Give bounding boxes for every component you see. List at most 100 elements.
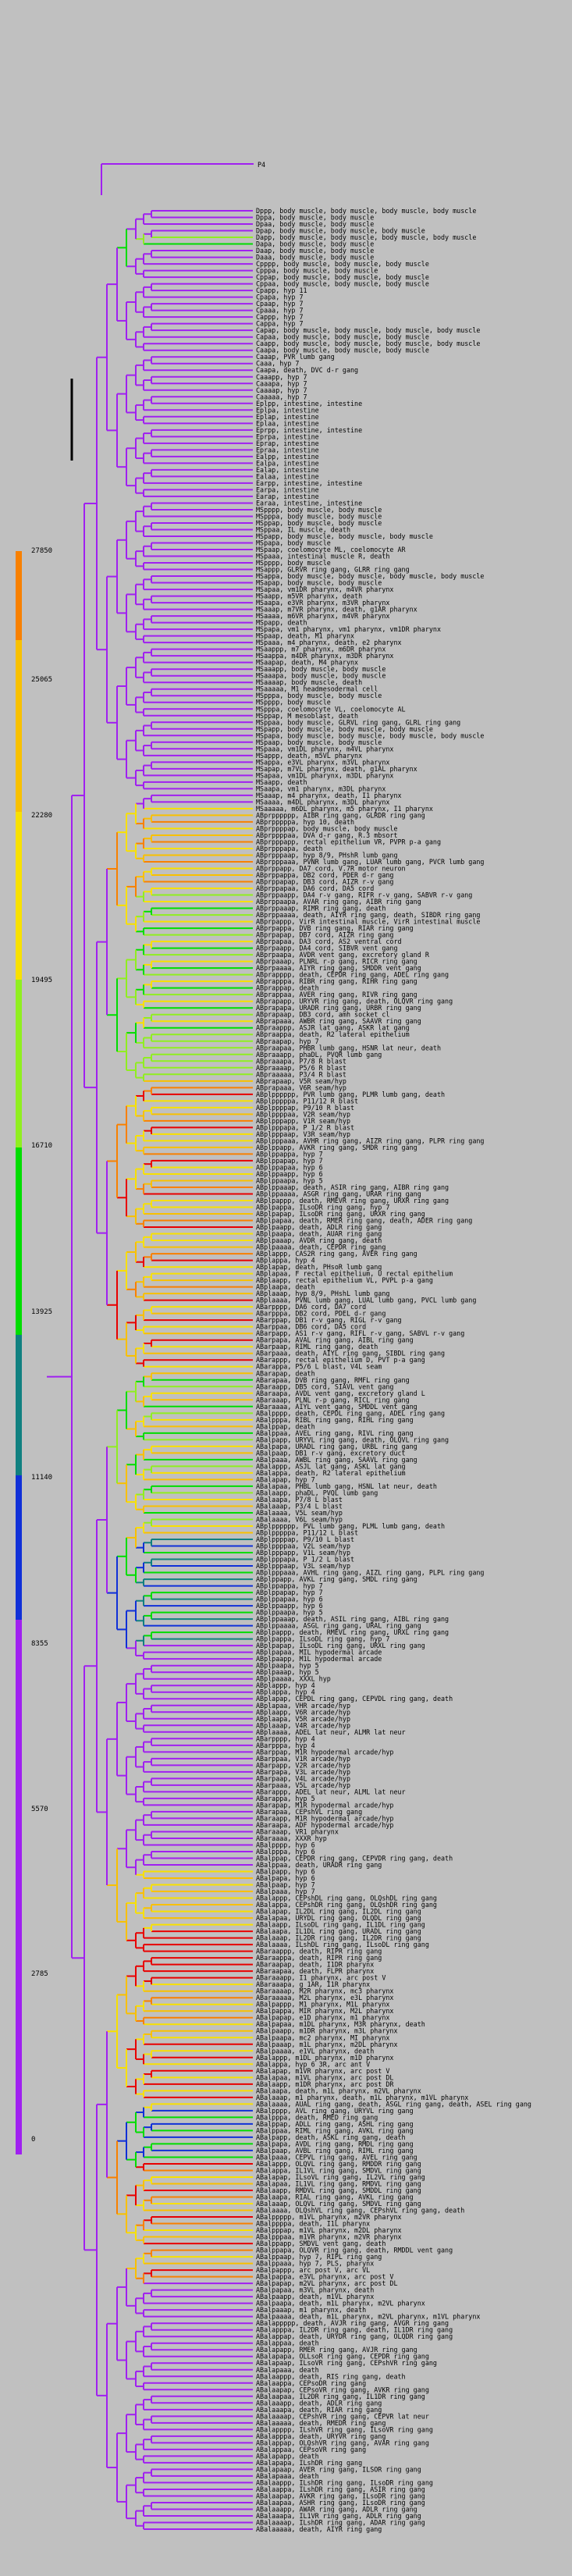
leaf-label: ABalaaap, IL2DR ring gang, IL2DR ring ga… xyxy=(256,1934,421,1942)
leaf-label: ABplappa, hyp 4 xyxy=(256,1257,315,1265)
leaf-label: ABarappa, hyp 5 xyxy=(256,1795,315,1802)
leaf-label: Cpapp, hyp 11 xyxy=(256,286,307,294)
leaf-label: ABalapaaa, death xyxy=(256,2366,319,2374)
leaf-label: ABplaapp, rectal epithelium VL, PVPL p-a… xyxy=(256,1276,433,1284)
leaf-label: ABalaapp, phaDL, PVQL lumb gang xyxy=(256,1489,378,1496)
leaf-label: ABpraappp, ASJR lat gang, ASKR lat gang xyxy=(256,1024,410,1032)
leaf-label: ABalaapaa, ASHR ring gang, ILsoDR ring g… xyxy=(256,2499,425,2507)
leaf-label: ABpraapaa, PHBR lumb gang, HSNR lat neur… xyxy=(256,1044,441,1051)
leaf-label: ABalapppp, ILshVR ring gang, ILsoVR ring… xyxy=(256,2425,433,2433)
leaf-label: ABplppapp, AVKR ring gang, SMDR ring gan… xyxy=(256,1144,417,1151)
leaf-label: MSpaap, death, M1 pharynx xyxy=(256,632,354,640)
leaf-label: ABarpaap, RIML ring gang, death xyxy=(256,1343,378,1350)
leaf-label: ABarappp, ADEL lat neur, ALML lat neur xyxy=(256,1788,406,1795)
scale-band xyxy=(16,551,22,640)
leaf-label: MSaaaap, body muscle, death xyxy=(256,678,362,686)
leaf-label: ABalapapp, death xyxy=(256,2452,319,2460)
leaf-label: ABalapaa, URYDL ring gang, OLQDL ring ga… xyxy=(256,1914,421,1922)
scale-band xyxy=(16,812,22,980)
leaf-label: ABplppapp, AVKL ring gang, SMDL ring gan… xyxy=(256,1575,417,1583)
leaf-label: ABarpppp, DA6 cord, DA7 cord xyxy=(256,1303,366,1311)
leaf-label: ABalapppa, death, URYVR ring gang xyxy=(256,2432,385,2440)
leaf-label: Cappp, hyp 7 xyxy=(256,313,304,321)
leaf-label: ABalaaaap, CEPshVR ring gang, CEPVR lat … xyxy=(256,2412,429,2420)
leaf-label: ABprapapa, URADR ring gang, URBR ring ga… xyxy=(256,1004,421,1012)
leaf-label: Dpaa, body muscle, body muscle xyxy=(256,220,374,228)
leaf-label: ABplpppaap, V3R seam/hyp xyxy=(256,1130,350,1138)
leaf-label: ABalpapaa, m3VL pharynx, death xyxy=(256,2286,374,2294)
leaf-label: ABalaappp, ILshDR ring gang, ILsoDR ring… xyxy=(256,2478,433,2486)
leaf-label: ABplppppaa, V2L seam/hyp xyxy=(256,1542,350,1550)
leaf-label: ABalpppa, RIBL ring gang, RIHL ring gang xyxy=(256,1416,414,1424)
leaf-label: ABplaapp, V6R arcade/hyp xyxy=(256,1708,350,1716)
leaf-label: ABaraaapa, g 1AR, I1R pharynx xyxy=(256,1980,370,1988)
leaf-label: Caaa, hyp 7 xyxy=(256,360,299,368)
leaf-label: ABalppaa, death, URADR ring gang xyxy=(256,1861,382,1869)
leaf-label: MSpaap, body muscle, body muscle xyxy=(256,738,382,746)
leaf-label: Caapa, death, DVC d-r gang xyxy=(256,366,358,374)
leaf-label: Daaa, body muscle, body muscle xyxy=(256,254,374,262)
leaf-label: ABalaappa, CEPsoDR ring gang xyxy=(256,2379,366,2387)
leaf-label: ABaraapa, ADF hypodermal arcade/hyp xyxy=(256,1821,393,1829)
leaf-label: Ealpa, intestine xyxy=(256,459,319,467)
leaf-label: ABprpaaaa, AIYR ring gang, SMDDR vent ga… xyxy=(256,964,421,972)
leaf-label: MSpppp, body muscle xyxy=(256,699,331,706)
leaf-label: MSpaap, coelomocyte ML, coelomocyte AR xyxy=(256,546,407,553)
leaf-label: ABalaapa, P7/8 L blast xyxy=(256,1496,343,1503)
leaf-label: Cppap, body muscle, body muscle, body mu… xyxy=(256,273,429,281)
scale-band xyxy=(16,1335,22,1475)
leaf-label: ABalppap, CEPDR ring gang, CEPVDR ring g… xyxy=(256,1854,453,1862)
leaf-label: ABalaaap, P3/4 L blast xyxy=(256,1502,343,1510)
leaf-label: ABprapaaa, V6R seam/hyp xyxy=(256,1083,346,1091)
leaf-label: ABplpppppp, PVL lumb gang, PLML lumb gan… xyxy=(256,1522,445,1530)
leaf-label: ABalapaa, PHBL lumb gang, HSNL lat neur,… xyxy=(256,1482,437,1490)
leaf-label: MSaaapp, body muscle, body muscle xyxy=(256,665,385,673)
leaf-label: ABalapaaa, death xyxy=(256,2472,319,2480)
leaf-label: ABplaapa, V5R arcade/hyp xyxy=(256,1715,350,1723)
leaf-label: ABplpaapp, death, ADLR ring gang xyxy=(256,1223,382,1231)
leaf-label: MSpapa, vm1 pharynx, vm1 pharynx, vm1DR … xyxy=(256,625,441,633)
leaf-label: ABalpappa, MIR pharynx, M2L pharynx xyxy=(256,2007,393,2015)
leaf-label: ABalappppp, death, AVJR ring gang, AVGR … xyxy=(256,2319,449,2327)
leaf-label: Eplap, intestine xyxy=(256,413,319,421)
leaf-label: MSapaa, vm1DR pharynx, m4VR pharynx xyxy=(256,585,393,593)
leaf-label: ABprppaapp, DA4 r-v gang, RIFR r-v gang,… xyxy=(256,891,472,899)
leaf-label: ABalpppa, hyp 6 xyxy=(256,1848,315,1856)
scale-band xyxy=(16,1475,22,1620)
leaf-label: ABaraapap, death, I1DR pharynx xyxy=(256,1961,374,1969)
leaf-label: ABplppapap, hyp 7 xyxy=(256,1589,323,1596)
leaf-label: ABalapppa, IL2DR ring gang, death, IL1DR… xyxy=(256,2326,453,2334)
leaf-label: MSaapp, death xyxy=(256,778,307,786)
leaf-label: MSpaaa, vm1DL pharynx, m4VL pharynx xyxy=(256,745,393,753)
leaf-label: ABplpappp, death, RMEVR ring gang, URXR … xyxy=(256,1197,449,1204)
leaf-label: ABalapap, hyp 7 xyxy=(256,1475,315,1483)
leaf-label: ABprapaap, DB3 cord, amh socket cl xyxy=(256,1011,389,1019)
leaf-label: ABalapaap, AVER ring gang, ILSOR ring ga… xyxy=(256,2465,421,2473)
leaf-label: ABalpapp, URYVL ring gang, death, OLQVL … xyxy=(256,1436,449,1443)
leaf-label: ABalaaaa, AUAL ring gang, death, ASGL ri… xyxy=(256,2100,531,2108)
root-label: P4 xyxy=(258,161,265,169)
leaf-label: Caaapa, hyp 7 xyxy=(256,379,307,387)
scale-band xyxy=(16,980,22,1147)
leaf-label: MSppap, M mesoblast, death xyxy=(256,712,358,720)
leaf-label: ABarapaa, DVB ring gang, RMFL ring gang xyxy=(256,1376,410,1384)
leaf-label: ABalpapp, death, ASKL ring gang, death xyxy=(256,2133,406,2141)
leaf-label: ABalappaa, death xyxy=(256,2339,319,2347)
leaf-label: Cppaa, body muscle, body muscle, body mu… xyxy=(256,280,429,288)
leaf-label: ABalpaapa, mc2 pharynx, MI pharynx xyxy=(256,2033,389,2041)
leaf-label: ABplaapa, death xyxy=(256,1283,315,1291)
leaf-label: ABalappa, death, R2 lateral epithelium xyxy=(256,1469,406,1477)
leaf-label: ABalppaa, RIML ring gang, AVKL ring gang xyxy=(256,2126,414,2134)
leaf-label: ABprpappp, VirR intestinal muscle, VirR … xyxy=(256,918,480,926)
leaf-label: ABplpppapa, P 1/2 R blast xyxy=(256,1123,354,1131)
leaf-label: Eprpp, intestine, intestine xyxy=(256,426,362,434)
leaf-label: ABalpppap, m1VL pharynx, m2DL pharynx xyxy=(256,2226,402,2234)
leaf-label: Eplpa, intestine xyxy=(256,406,319,414)
scale-band xyxy=(16,1749,22,1889)
leaf-label: ABplppaapp, hyp 6 xyxy=(256,1170,323,1178)
leaf-label: ABprppaaaa, death, AIYR ring gang, death… xyxy=(256,911,480,919)
leaf-label: ABplpppaaa, AVHL ring gang, AIZL ring ga… xyxy=(256,1569,484,1577)
leaf-label: MSpapp, body muscle, body muscle, body m… xyxy=(256,532,433,540)
leaf-label: MSpapp, body muscle, body muscle, body m… xyxy=(256,725,433,733)
